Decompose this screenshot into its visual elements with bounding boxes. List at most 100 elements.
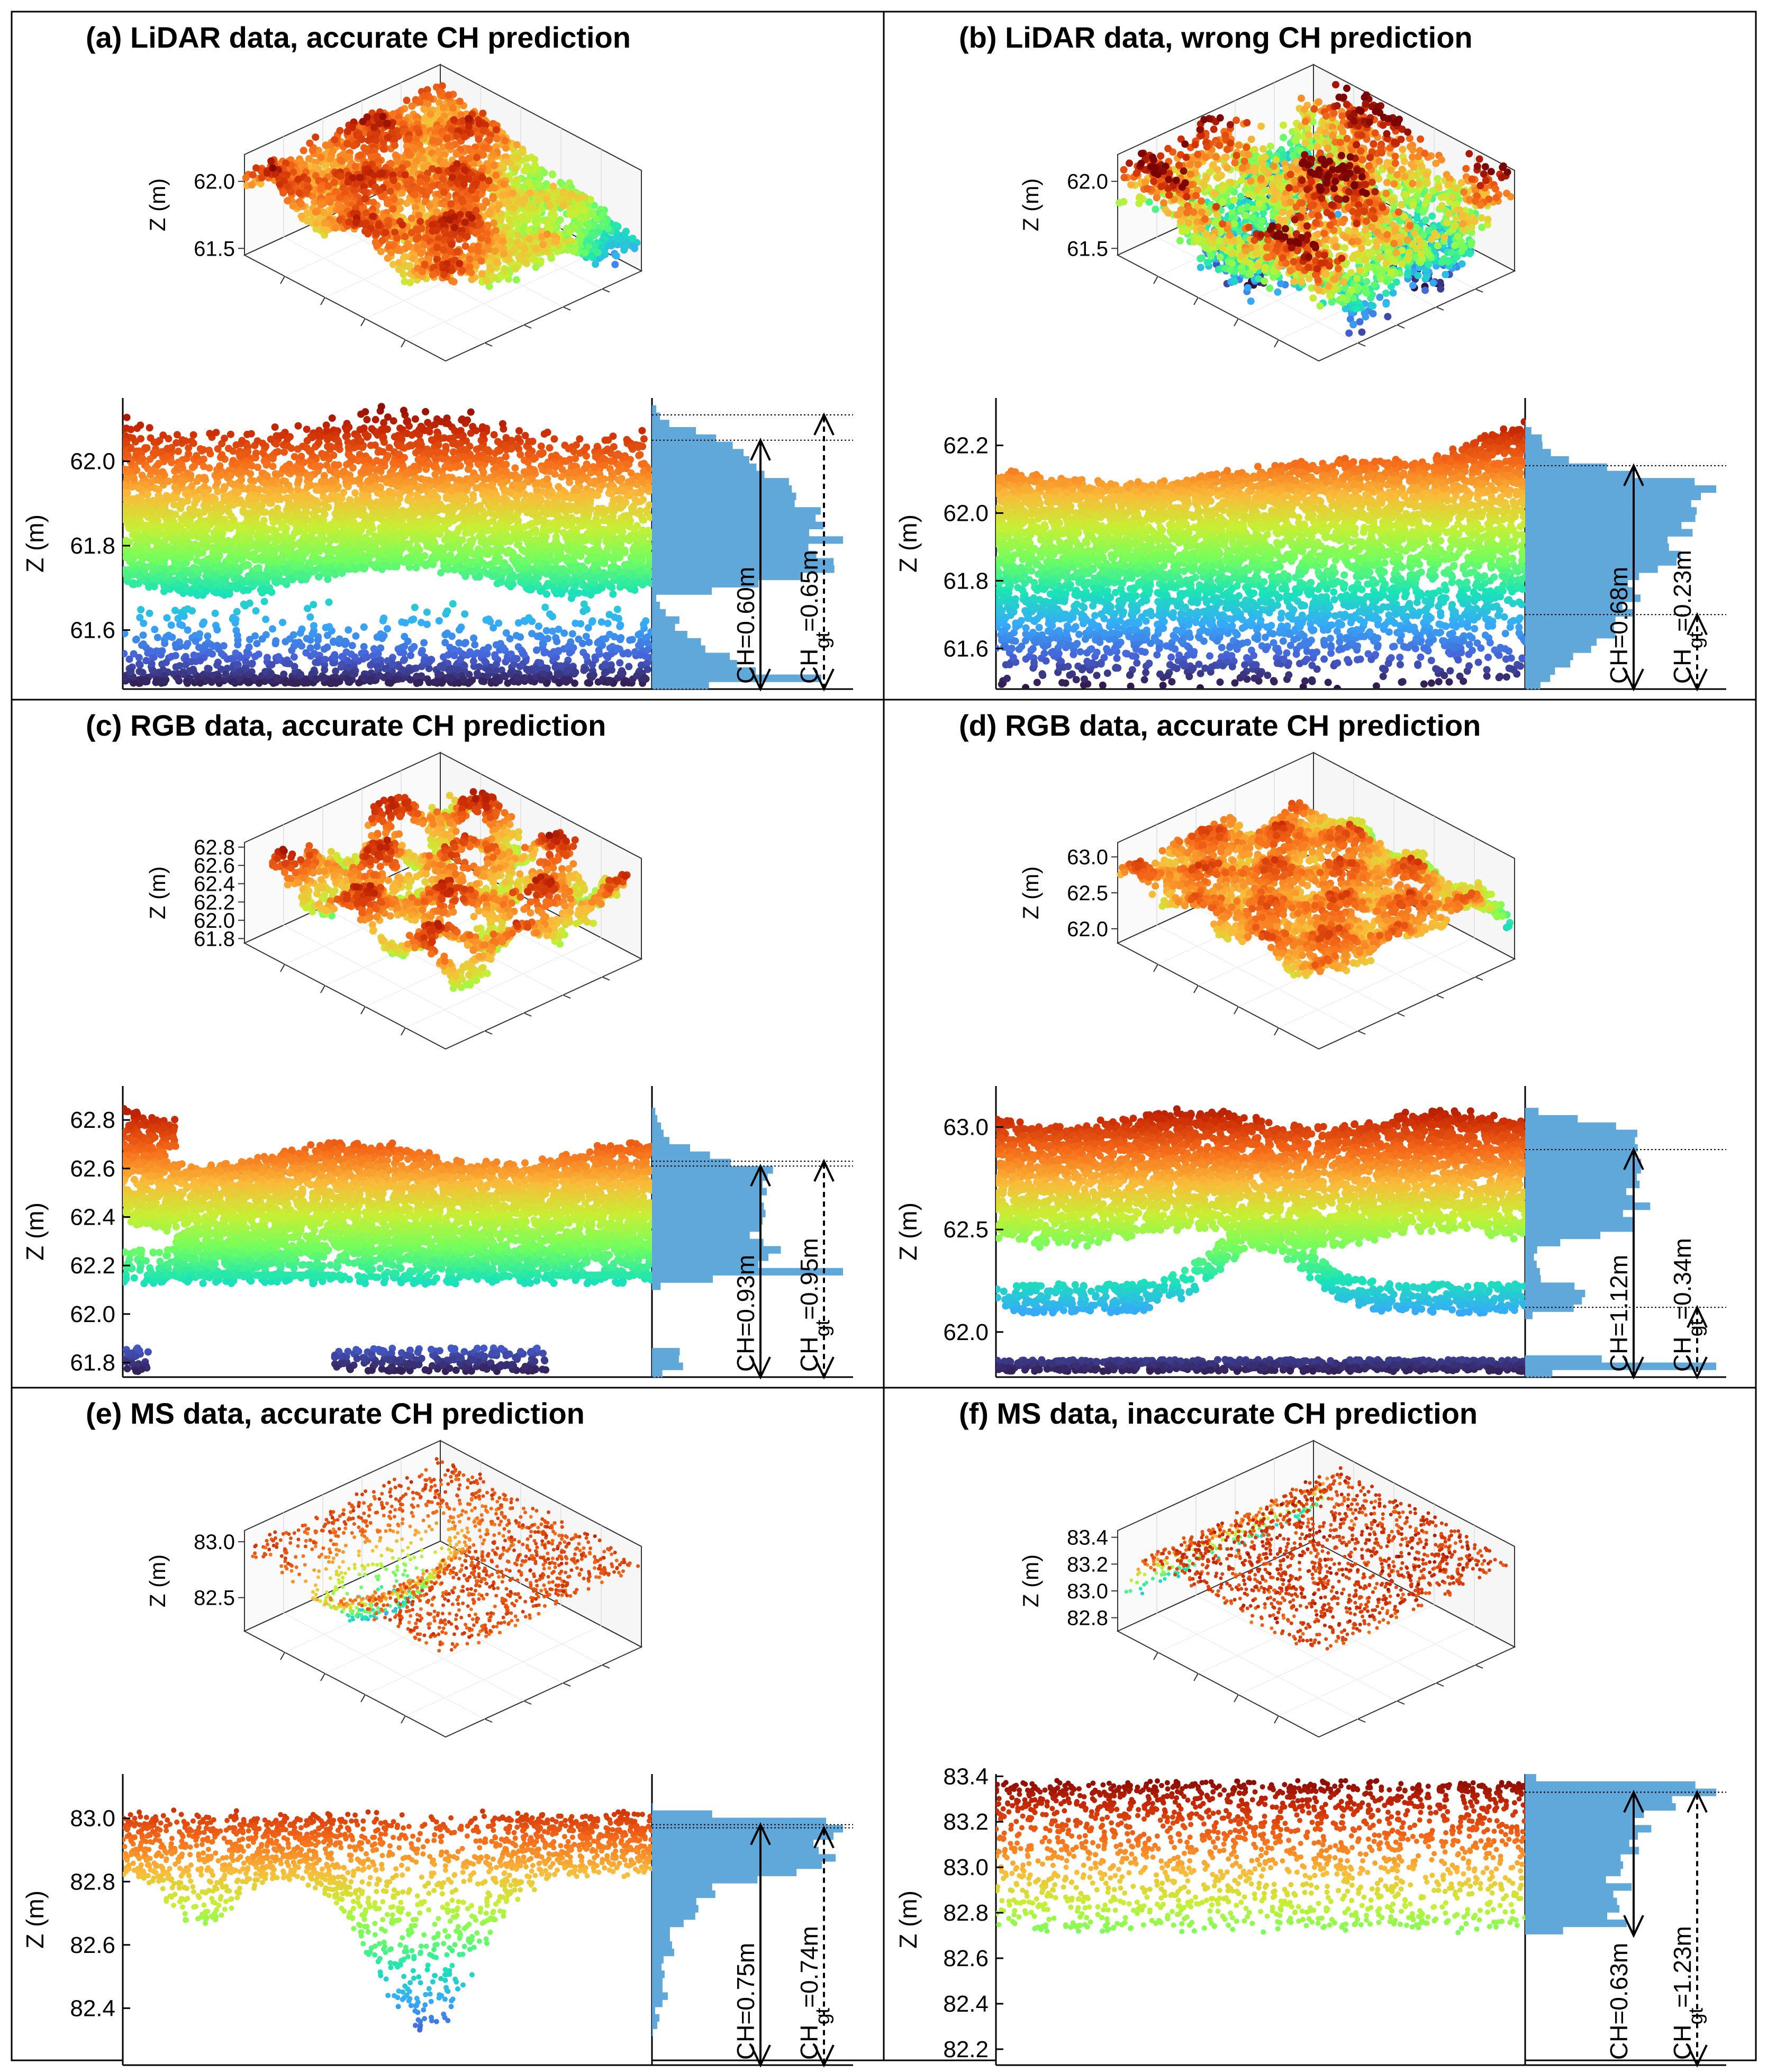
histogram-bar (652, 2021, 657, 2029)
arrow-head-down (750, 668, 771, 692)
point-cloud-3d (1124, 1466, 1508, 1651)
histogram-bar (1525, 1890, 1614, 1898)
ch-label: CH=0.75m (732, 1943, 759, 2060)
histogram-bar (1525, 558, 1677, 566)
axes3d-z-tick-label: 62.0 (194, 170, 235, 194)
y-tick-label: 61.6 (70, 617, 115, 643)
y-tick-label: 62.5 (943, 1217, 989, 1243)
histogram-bar (652, 463, 757, 471)
histogram-bar (1525, 1232, 1601, 1239)
axes3d-z-tick-label: 62.6 (194, 854, 235, 877)
histogram-bar (1525, 1788, 1716, 1796)
histogram-bar (652, 1253, 768, 1261)
histogram-bar (1525, 434, 1542, 442)
histogram-bar (1525, 427, 1532, 435)
histogram-bar (652, 420, 669, 428)
point-cloud-3d (269, 788, 631, 992)
histogram-bar (652, 1151, 710, 1159)
histogram-bar (1525, 1796, 1672, 1804)
histogram-bar (652, 1209, 766, 1218)
panel-title: (c) RGB data, accurate CH prediction (86, 709, 606, 742)
y-tick-label: 82.6 (943, 1946, 989, 1971)
histogram-bar (1525, 1282, 1575, 1290)
histogram-bar (652, 667, 756, 675)
histogram-bar (1525, 1861, 1624, 1869)
ch-arrow (1623, 1789, 1644, 1938)
histogram-bar (1525, 514, 1696, 522)
ch-gt-label: CHgt=1.23m (1669, 1926, 1707, 2060)
histogram-bar (652, 536, 843, 544)
histogram-bar (652, 550, 817, 558)
histogram-bar (1525, 1253, 1534, 1261)
arrow-head-up (1623, 463, 1644, 486)
histogram-bar (652, 1861, 822, 1869)
y-tick-label: 83.4 (943, 1763, 989, 1789)
histogram (652, 1108, 843, 1378)
histogram-bar (1525, 1159, 1641, 1166)
point-cloud-3d (242, 82, 641, 291)
histogram-bar (652, 1992, 668, 2000)
panel-f: (f) MS data, inaccurate CH prediction 83.… (894, 1397, 1726, 2068)
arrow-head-up (1687, 1305, 1708, 1328)
histogram-bar (652, 1122, 662, 1130)
histogram-bar (652, 1868, 797, 1876)
arrow-head-down (1687, 668, 1708, 692)
histogram-bar (652, 471, 765, 478)
histogram-bar (1525, 573, 1639, 581)
histogram-bar (1525, 1781, 1696, 1789)
histogram-bar (652, 638, 701, 646)
axes3d-z-label: Z (m) (1018, 1554, 1043, 1607)
histogram-bar (1525, 507, 1697, 515)
histogram-bar (652, 1217, 763, 1225)
ch-annotations: CH=0.75m CHgt=0.74m (652, 1822, 853, 2068)
histogram-bar (652, 1847, 819, 1854)
histogram-bar (652, 1897, 696, 1905)
histogram-bar (652, 521, 824, 529)
histogram-bar (652, 2029, 653, 2037)
axes3d-z-tick-label: 62.4 (194, 873, 235, 896)
histogram-bar (1525, 492, 1701, 500)
histogram-bar (1525, 1883, 1632, 1891)
histogram-bar (652, 456, 749, 464)
histogram-bar (652, 514, 816, 522)
y-ticks: 83.0 82.8 82.6 82.4 (70, 1806, 130, 2021)
histogram-bar (1525, 616, 1616, 624)
axes3d-z-label: Z (m) (145, 866, 170, 919)
arrow-head-up (1623, 1789, 1644, 1813)
histogram-bar (1525, 1151, 1636, 1159)
y-tick-label: 82.4 (70, 1995, 115, 2021)
histogram-bar (652, 1970, 665, 1978)
histogram-bar (652, 631, 687, 639)
y-axis-label: Z (m) (894, 1890, 922, 1949)
histogram-bar (652, 1803, 653, 1811)
histogram (652, 1803, 843, 2037)
histogram-bar (652, 623, 675, 631)
y-ticks: 62.8 62.6 62.4 62.2 62.0 61.8 (70, 1107, 130, 1376)
histogram-bar (652, 594, 657, 602)
histogram-bar (652, 1883, 712, 1891)
histogram-bar (1525, 420, 1526, 428)
histogram-bar (652, 1348, 680, 1356)
histogram-bar (1525, 1920, 1627, 1928)
histogram-bar (1525, 521, 1682, 529)
histogram-bar (652, 1115, 658, 1123)
histogram-bar (1525, 500, 1691, 508)
arrow-head-down (1623, 1915, 1644, 1938)
arrow-head-down (750, 1356, 771, 1380)
histogram-bar (1525, 1238, 1561, 1246)
histogram-bar (1525, 536, 1668, 544)
axes3d-z-tick-label: 62.8 (194, 836, 235, 859)
y-tick-label: 82.8 (943, 1900, 989, 1926)
histogram-bar (652, 1282, 661, 1290)
ch-gt-arrow (1687, 1305, 1708, 1380)
histogram-bar (1525, 463, 1607, 471)
y-tick-label: 82.2 (943, 2037, 989, 2062)
histogram-bar (652, 609, 666, 617)
histogram-bar (1525, 1839, 1629, 1847)
histogram-bar (652, 449, 744, 457)
histogram-bar (1525, 1122, 1616, 1130)
ch-gt-label: CHgt=0.34m (1669, 1238, 1707, 1372)
histogram-bar (652, 1934, 670, 1942)
histogram-bar (652, 1854, 836, 1862)
